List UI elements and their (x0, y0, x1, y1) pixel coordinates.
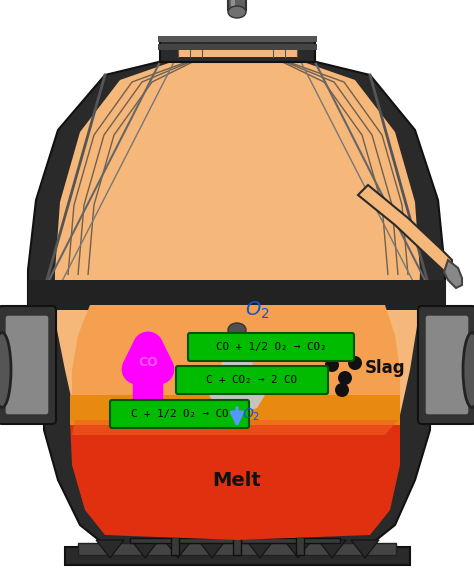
Polygon shape (351, 540, 379, 558)
Circle shape (338, 371, 352, 385)
Bar (78, 543, 396, 555)
Circle shape (335, 383, 349, 397)
Bar (65, 547, 410, 565)
Bar (158, 44, 317, 50)
Bar (233, 537, 241, 555)
FancyBboxPatch shape (176, 366, 328, 394)
Ellipse shape (463, 332, 474, 408)
Polygon shape (198, 540, 226, 558)
Polygon shape (131, 540, 159, 558)
Bar (296, 537, 304, 555)
Text: $O_2$: $O_2$ (245, 299, 270, 321)
FancyBboxPatch shape (188, 333, 354, 361)
FancyBboxPatch shape (418, 306, 474, 424)
Polygon shape (72, 420, 398, 435)
FancyBboxPatch shape (110, 400, 249, 428)
Text: Melt: Melt (213, 470, 261, 490)
Circle shape (348, 356, 362, 370)
FancyBboxPatch shape (0, 306, 56, 424)
Bar (130, 538, 340, 543)
Polygon shape (72, 305, 400, 400)
Text: CO + 1/2 O₂ → CO₂: CO + 1/2 O₂ → CO₂ (216, 342, 326, 352)
Circle shape (325, 358, 339, 372)
Text: CO: CO (138, 356, 158, 368)
Polygon shape (209, 335, 265, 415)
Polygon shape (444, 260, 462, 288)
Circle shape (311, 371, 325, 385)
Bar (231, 0, 235, 10)
Polygon shape (178, 44, 297, 57)
Polygon shape (358, 185, 452, 272)
Text: C + CO₂ → 2 CO: C + CO₂ → 2 CO (207, 375, 298, 385)
Bar (171, 537, 179, 555)
FancyBboxPatch shape (425, 315, 469, 415)
Polygon shape (318, 540, 346, 558)
Bar (158, 36, 317, 42)
Polygon shape (70, 420, 400, 540)
Ellipse shape (228, 6, 246, 18)
Polygon shape (284, 540, 312, 558)
Bar (228, 0, 246, 10)
Bar (28, 280, 446, 310)
FancyBboxPatch shape (5, 315, 49, 415)
Polygon shape (96, 540, 124, 558)
Text: C + 1/2 O₂ → CO: C + 1/2 O₂ → CO (131, 409, 228, 419)
Ellipse shape (0, 332, 11, 408)
Ellipse shape (228, 323, 246, 337)
Polygon shape (70, 395, 400, 425)
Text: $O_2$: $O_2$ (242, 407, 260, 423)
Polygon shape (164, 540, 192, 558)
Polygon shape (246, 540, 274, 558)
Polygon shape (55, 58, 420, 540)
Polygon shape (160, 38, 315, 62)
Polygon shape (28, 40, 445, 555)
Text: Slag: Slag (365, 359, 406, 377)
